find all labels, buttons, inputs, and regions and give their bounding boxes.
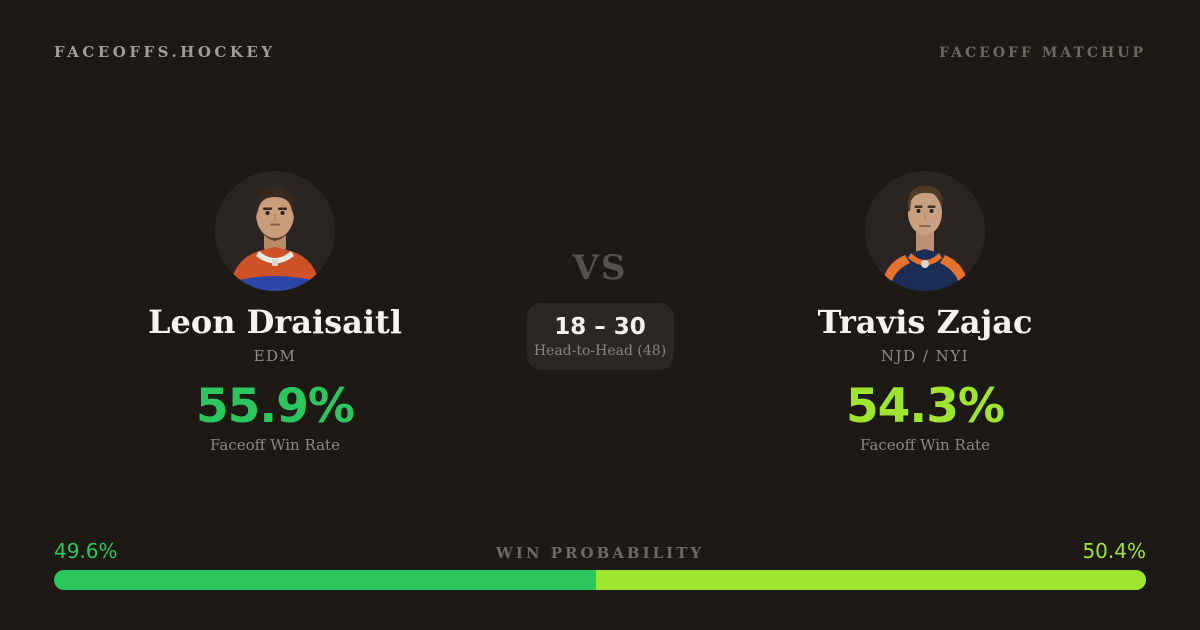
player-name-left: Leon Draisaitl [148, 303, 402, 341]
right-player-win-rate: 54.3% [845, 379, 1005, 434]
player-team-left: EDM [253, 347, 297, 365]
player-avatar-right [865, 171, 985, 291]
player-card-right: Travis Zajac NJD / NYI 54.3% Faceoff Win… [755, 171, 1095, 455]
player-name-right: Travis Zajac [817, 303, 1033, 341]
win-probability-title: WIN PROBABILITY [495, 544, 705, 562]
win-bar-left-segment [54, 570, 596, 590]
head-to-head-card: 18 – 30 Head-to-Head (48) [526, 303, 674, 370]
player-photo-left [215, 171, 335, 291]
left-player-win-rate: 55.9% [195, 379, 355, 434]
matchup-center: VS 18 – 30 Head-to-Head (48) [450, 250, 750, 370]
right-win-probability-label: 50.4% [1082, 539, 1146, 563]
brand-logo: FACEOFFS.HOCKEY [54, 43, 276, 61]
win-rate-label-right: Faceoff Win Rate [860, 436, 990, 454]
page-title: FACEOFF MATCHUP [939, 45, 1146, 61]
win-bar-right-segment [595, 570, 1146, 590]
player-card-left: Leon Draisaitl EDM 55.9% Faceoff Win Rat… [105, 171, 445, 455]
win-probability-bar [54, 570, 1146, 590]
left-win-probability-label: 49.6% [54, 539, 118, 563]
player-photo-right [865, 171, 985, 291]
player-team-right: NJD / NYI [880, 347, 970, 365]
header: FACEOFFS.HOCKEY FACEOFF MATCHUP [54, 43, 1146, 61]
win-rate-label-left: Faceoff Win Rate [210, 436, 340, 454]
win-probability-labels: 49.6% WIN PROBABILITY 50.4% [54, 540, 1146, 562]
vs-label: VS [572, 248, 628, 288]
head-to-head-score: 18 – 30 [554, 314, 646, 340]
head-to-head-label: Head-to-Head (48) [533, 343, 667, 359]
player-avatar-left [215, 171, 335, 291]
